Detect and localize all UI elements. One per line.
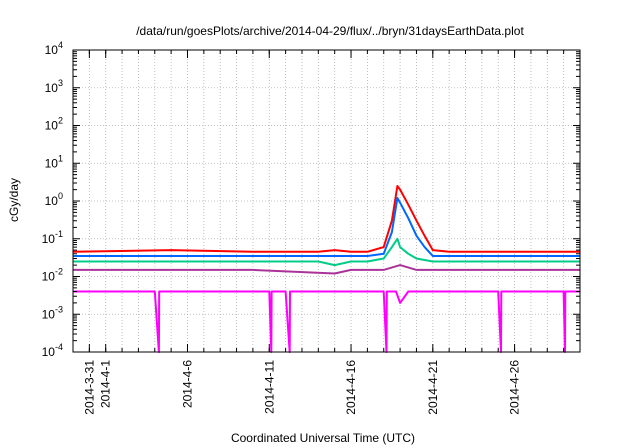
series-line-4 [73, 264, 580, 275]
y-tick-label: 103 [45, 78, 63, 95]
x-tick-label: 2014-4-21 [426, 360, 440, 415]
x-tick-label: 2014-4-11 [262, 360, 276, 414]
y-axis: 10-4 10-3 10-2 10-1 100 101 102 103 104 [42, 40, 580, 359]
x-tick-label: 2014-3-31 [82, 360, 96, 415]
series-line-3 [73, 237, 580, 267]
y-axis-label: cGy/day [7, 178, 21, 222]
x-axis-label: Coordinated Universal Time (UTC) [231, 431, 415, 445]
y-tick-label: 100 [45, 191, 63, 208]
y-tick-label: 102 [45, 116, 63, 133]
chart-title: /data/run/goesPlots/archive/2014-04-29/f… [136, 24, 524, 38]
grid [73, 50, 580, 352]
y-tick-label: 10-4 [42, 342, 63, 359]
plot-frame [72, 49, 581, 353]
x-tick-label: 2014-4-1 [99, 360, 113, 408]
x-tick-label: 2014-4-16 [344, 360, 358, 415]
y-tick-label: 10-3 [42, 304, 63, 321]
x-tick-label: 2014-4-26 [508, 360, 522, 415]
x-tick-label: 2014-4-6 [180, 360, 194, 408]
y-tick-label: 104 [45, 40, 63, 57]
y-tick-label: 10-2 [42, 267, 63, 284]
series-line-5 [73, 290, 580, 353]
series-line-1 [72, 185, 580, 253]
y-tick-label: 10-1 [42, 229, 63, 246]
x-axis: 2014-3-31 2014-4-1 2014-4-6 2014-4-11 2014-4… [82, 50, 565, 415]
series-layer [72, 185, 580, 353]
series-line-2 [73, 197, 580, 257]
y-tick-label: 101 [45, 153, 63, 170]
